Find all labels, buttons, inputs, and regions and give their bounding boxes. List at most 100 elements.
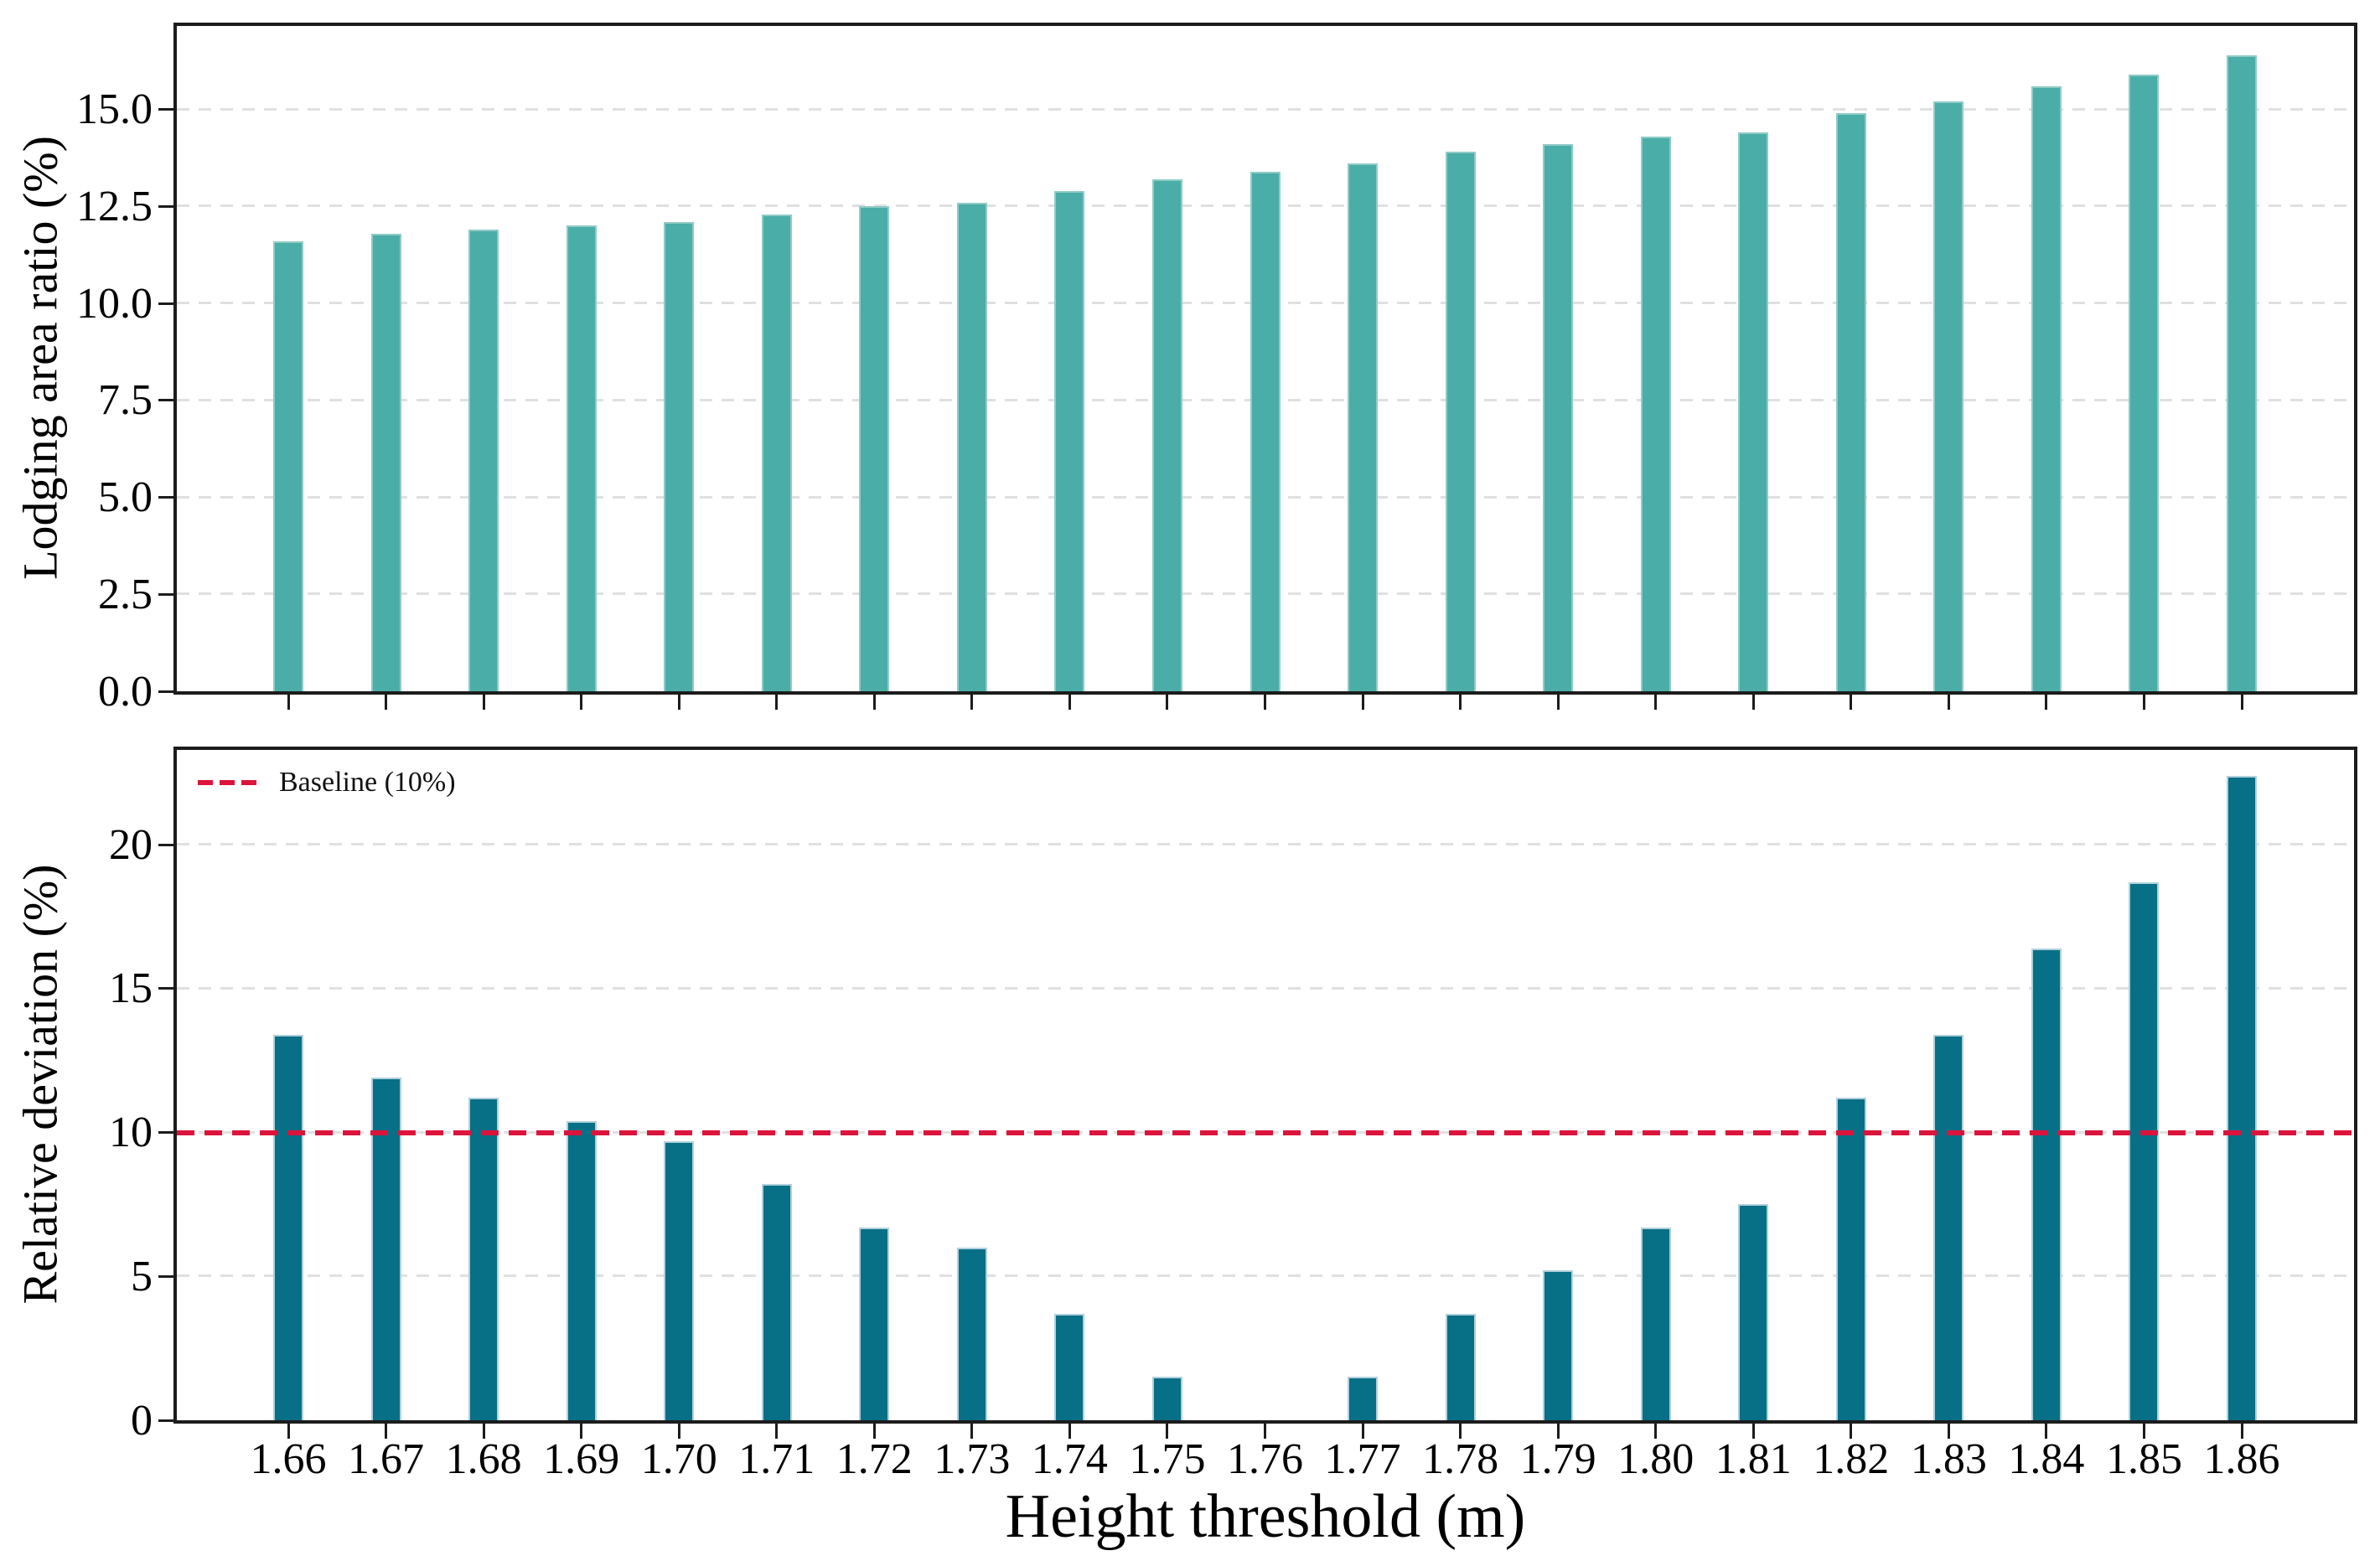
- x-tick-mark: [1556, 1424, 1560, 1439]
- bottom-bar-1.68: [468, 1098, 499, 1420]
- x-tick-mark: [1850, 1424, 1853, 1439]
- y-tick-label: 0.0: [98, 667, 153, 716]
- x-tick-mark: [2142, 1424, 2145, 1439]
- y-tick-mark: [158, 987, 173, 990]
- y-tick-mark: [158, 1131, 173, 1135]
- gridline: [177, 843, 2354, 846]
- y-tick-label: 10.0: [76, 279, 153, 328]
- y-tick-mark: [158, 302, 173, 305]
- bottom-bar-1.79: [1543, 1270, 1574, 1420]
- x-tick-mark: [677, 1424, 680, 1439]
- x-tick-mark: [482, 1424, 485, 1439]
- y-tick-mark: [158, 1274, 173, 1278]
- y-tick-label: 5.0: [98, 473, 153, 521]
- x-tick-mark: [1264, 1424, 1266, 1439]
- y-tick-label: 15: [109, 964, 153, 1013]
- y-tick-mark: [158, 843, 173, 846]
- x-tick-label: 1.84: [2008, 1435, 2085, 1483]
- y-tick-mark: [158, 399, 173, 402]
- y-tick-label: 10: [109, 1109, 153, 1157]
- x-tick-label: 1.76: [1227, 1435, 1303, 1483]
- x-tick-mark: [385, 695, 388, 710]
- x-tick-label: 1.66: [250, 1435, 327, 1483]
- top-bar-1.86: [2227, 55, 2257, 691]
- x-tick-mark: [2045, 695, 2048, 710]
- x-tick-label: 1.69: [543, 1435, 620, 1483]
- baseline-line: [177, 1130, 2354, 1135]
- x-tick-label: 1.70: [640, 1435, 717, 1483]
- bottom-bar-1.77: [1348, 1377, 1379, 1420]
- bottom-bar-1.73: [956, 1248, 987, 1420]
- x-tick-mark: [2240, 1424, 2243, 1439]
- bottom-bar-1.84: [2031, 949, 2062, 1420]
- bottom-bar-1.69: [566, 1121, 597, 1420]
- x-tick-label: 1.82: [1813, 1435, 1890, 1483]
- x-tick-label: 1.67: [348, 1435, 425, 1483]
- x-tick-label: 1.74: [1031, 1435, 1108, 1483]
- top-bar-1.73: [956, 203, 987, 691]
- x-tick-mark: [287, 695, 290, 710]
- bottom-bar-1.71: [761, 1184, 792, 1420]
- x-tick-mark: [1459, 1424, 1462, 1439]
- x-tick-mark: [1068, 695, 1071, 710]
- x-tick-mark: [2142, 695, 2145, 710]
- x-tick-label: 1.79: [1519, 1435, 1596, 1483]
- x-tick-mark: [1850, 695, 1853, 710]
- bottom-chart-y-axis-title: Relative deviation (%): [13, 864, 68, 1305]
- y-tick-mark: [158, 496, 173, 499]
- top-bar-1.85: [2129, 75, 2160, 691]
- bottom-bar-1.81: [1738, 1204, 1769, 1420]
- y-tick-label: 5: [131, 1252, 153, 1300]
- bottom-bar-1.78: [1445, 1314, 1476, 1420]
- gridline: [177, 107, 2354, 111]
- x-tick-mark: [1361, 695, 1364, 710]
- x-tick-mark: [2240, 695, 2243, 710]
- legend: Baseline (10%): [198, 767, 456, 799]
- y-tick-label: 15.0: [76, 85, 153, 134]
- gridline: [177, 986, 2354, 990]
- y-tick-label: 0: [131, 1396, 153, 1445]
- bottom-bar-1.74: [1054, 1314, 1085, 1420]
- bottom-bar-1.83: [1933, 1035, 1964, 1420]
- x-tick-label: 1.80: [1617, 1435, 1694, 1483]
- x-tick-mark: [385, 1424, 388, 1439]
- bottom-bar-1.80: [1640, 1228, 1671, 1420]
- x-tick-label: 1.78: [1422, 1435, 1499, 1483]
- x-tick-label: 1.75: [1129, 1435, 1206, 1483]
- x-tick-mark: [872, 1424, 876, 1439]
- x-tick-label: 1.71: [738, 1435, 815, 1483]
- baseline-dashed-line-swatch: [198, 780, 256, 785]
- top-bar-1.74: [1054, 191, 1085, 691]
- x-tick-mark: [1361, 1424, 1364, 1439]
- top-bar-1.83: [1933, 101, 1964, 691]
- bottom-chart-plot-area: Baseline (10%): [173, 747, 2357, 1424]
- top-bar-1.77: [1348, 163, 1379, 691]
- top-bar-1.71: [761, 215, 792, 691]
- x-tick-mark: [1654, 1424, 1658, 1439]
- x-tick-label: 1.86: [2203, 1435, 2280, 1483]
- top-chart-plot-area: [173, 23, 2357, 695]
- y-tick-mark: [158, 690, 173, 693]
- legend-label: Baseline (10%): [279, 767, 456, 798]
- x-tick-mark: [1459, 695, 1462, 710]
- y-tick-mark: [158, 204, 173, 208]
- x-tick-mark: [1556, 695, 1560, 710]
- y-tick-mark: [158, 108, 173, 111]
- x-tick-mark: [580, 695, 583, 710]
- x-tick-label: 1.72: [836, 1435, 913, 1483]
- top-bar-1.76: [1250, 172, 1281, 691]
- bottom-bar-1.67: [370, 1078, 401, 1420]
- x-tick-mark: [775, 695, 779, 710]
- x-tick-label: 1.77: [1324, 1435, 1401, 1483]
- x-tick-label: 1.68: [445, 1435, 522, 1483]
- top-bar-1.78: [1445, 152, 1476, 691]
- gridline: [177, 1274, 2354, 1278]
- x-tick-mark: [1751, 1424, 1755, 1439]
- bottom-bar-1.72: [859, 1228, 890, 1420]
- x-tick-mark: [872, 695, 876, 710]
- x-tick-label: 1.83: [1910, 1435, 1987, 1483]
- y-tick-label: 12.5: [76, 182, 153, 230]
- x-tick-mark: [482, 695, 485, 710]
- x-tick-mark: [970, 695, 974, 710]
